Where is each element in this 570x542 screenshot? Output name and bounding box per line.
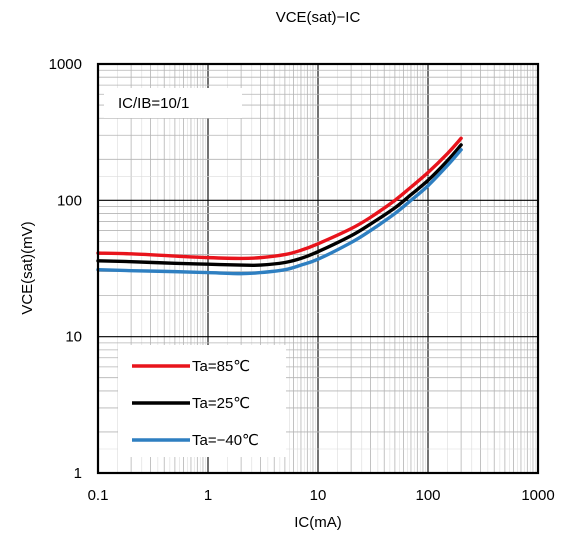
- x-tick-label: 1: [204, 487, 212, 504]
- series-group: [96, 136, 463, 276]
- chart-title: VCE(sat)−IC: [276, 9, 361, 26]
- legend-label: Ta=85℃: [192, 358, 250, 375]
- tick-labels: 0.1 1 10 100 1000 1 10 100 1000: [49, 56, 555, 504]
- x-tick-label: 1000: [521, 487, 554, 504]
- x-axis-title: IC(mA): [294, 514, 342, 531]
- x-tick-label: 100: [415, 487, 440, 504]
- legend-label: Ta=25℃: [192, 395, 250, 412]
- series-line-0: [96, 136, 463, 261]
- x-tick-label: 0.1: [88, 487, 109, 504]
- series-line-2: [96, 148, 463, 276]
- legend-label: Ta=−40℃: [192, 432, 259, 449]
- y-tick-label: 100: [57, 192, 82, 209]
- series-line-1: [96, 143, 463, 268]
- x-tick-label: 10: [310, 487, 327, 504]
- y-axis-title: VCE(sat)(mV): [19, 221, 36, 314]
- plot-frame: [96, 62, 540, 475]
- ratio-annotation: IC/IB=10/1: [118, 95, 189, 112]
- y-tick-label: 1000: [49, 56, 82, 73]
- y-tick-label: 10: [65, 329, 82, 346]
- annotation-box: [104, 88, 242, 118]
- y-tick-label: 1: [74, 465, 82, 482]
- legend: Ta=85℃ Ta=25℃ Ta=−40℃: [118, 345, 286, 457]
